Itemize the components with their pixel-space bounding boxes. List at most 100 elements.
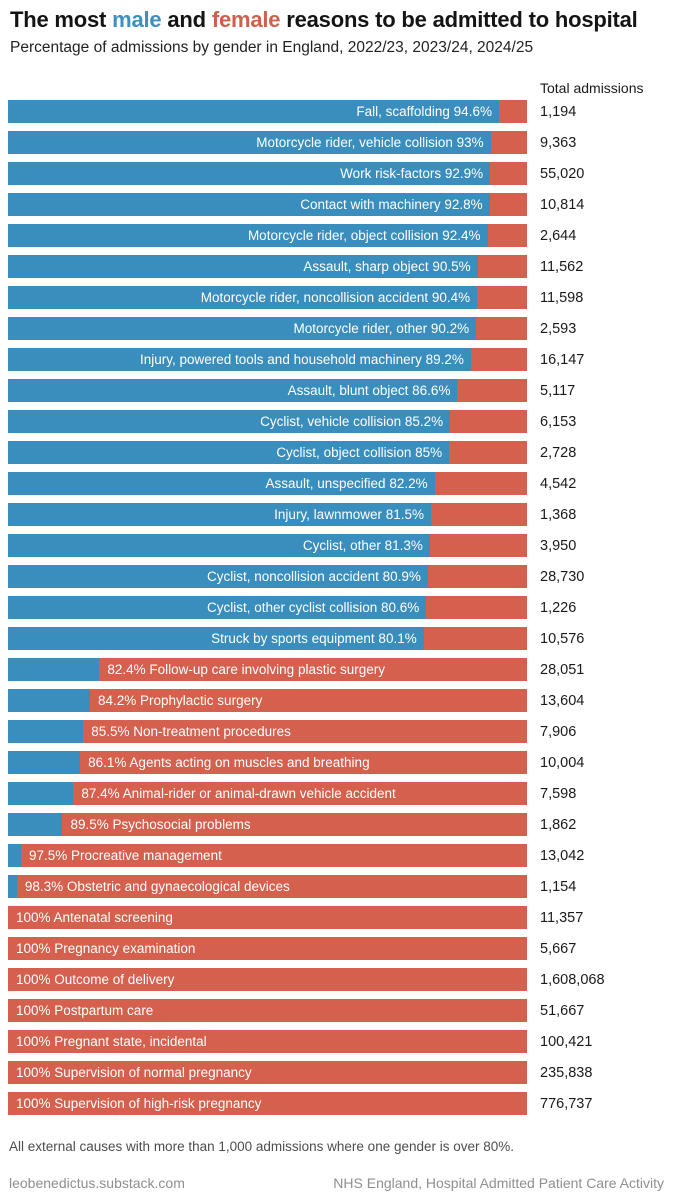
total-admissions-value: 2,728 xyxy=(540,444,577,461)
bar-label: 100% Supervision of high-risk pregnancy xyxy=(16,1096,262,1111)
stacked-bar: 84.2% Prophylactic surgery xyxy=(8,689,527,712)
bar-label: Motorcycle rider, noncollision accident … xyxy=(200,290,471,305)
bar-label: Injury, powered tools and household mach… xyxy=(139,352,464,367)
bar-label: Motorcycle rider, other 90.2% xyxy=(293,321,470,336)
title-post: reasons to be admitted to hospital xyxy=(280,7,638,32)
bar-row: Motorcycle rider, other 90.2% 2,593 xyxy=(8,317,665,340)
title-mid: and xyxy=(161,7,212,32)
bar-row: Motorcycle rider, vehicle collision 93% 9… xyxy=(8,131,665,154)
bar-row: Injury, powered tools and household mach… xyxy=(8,348,665,371)
total-admissions-value: 13,042 xyxy=(540,847,585,864)
female-segment: 98.3% Obstetric and gynaecological devic… xyxy=(16,875,527,898)
author-credit: leobenedictus.substack.com xyxy=(9,1175,185,1191)
female-segment xyxy=(477,286,527,309)
male-segment: Cyclist, vehicle collision 85.2% xyxy=(8,410,451,433)
stacked-bar: Assault, sharp object 90.5% xyxy=(8,255,527,278)
bar-label: 100% Postpartum care xyxy=(16,1003,154,1018)
male-segment: Contact with machinery 92.8% xyxy=(8,193,490,216)
female-segment xyxy=(430,503,527,526)
female-segment xyxy=(476,317,527,340)
female-segment: 84.2% Prophylactic surgery xyxy=(90,689,527,712)
bar-row: Motorcycle rider, object collision 92.4%… xyxy=(8,224,665,247)
total-admissions-value: 7,598 xyxy=(540,785,577,802)
chart-subtitle: Percentage of admissions by gender in En… xyxy=(10,39,534,56)
bar-row: 100% Pregnant state, incidental 100,421 xyxy=(8,1030,665,1053)
male-segment: Assault, unspecified 82.2% xyxy=(8,472,435,495)
stacked-bar: Injury, lawnmower 81.5% xyxy=(8,503,527,526)
male-segment: Cyclist, object collision 85% xyxy=(8,441,450,464)
male-segment: Fall, scaffolding 94.6% xyxy=(8,100,499,123)
stacked-bar: 100% Postpartum care xyxy=(8,999,527,1022)
bar-label: Motorcycle rider, vehicle collision 93% xyxy=(256,135,484,150)
bar-row: Contact with machinery 92.8% 10,814 xyxy=(8,193,665,216)
stacked-bar: Injury, powered tools and household mach… xyxy=(8,348,527,371)
bar-row: Work risk-factors 92.9% 55,020 xyxy=(8,162,665,185)
total-admissions-value: 10,814 xyxy=(540,196,585,213)
female-segment: 85.5% Non-treatment procedures xyxy=(83,720,527,743)
stacked-bar: 100% Supervision of normal pregnancy xyxy=(8,1061,527,1084)
bar-label: 98.3% Obstetric and gynaecological devic… xyxy=(24,879,290,894)
bar-label: Cyclist, other 81.3% xyxy=(302,538,423,553)
credits-row: leobenedictus.substack.com NHS England, … xyxy=(9,1175,664,1191)
bar-row: 84.2% Prophylactic surgery 13,604 xyxy=(8,689,665,712)
female-segment xyxy=(423,627,527,650)
stacked-bar: 100% Outcome of delivery xyxy=(8,968,527,991)
female-segment xyxy=(426,596,527,619)
stacked-bar: Motorcycle rider, object collision 92.4% xyxy=(8,224,527,247)
bar-row: 86.1% Agents acting on muscles and breat… xyxy=(8,751,665,774)
total-admissions-value: 10,576 xyxy=(540,630,585,647)
bar-label: 85.5% Non-treatment procedures xyxy=(91,724,291,739)
female-segment: 97.5% Procreative management xyxy=(20,844,527,867)
female-segment: 100% Pregnant state, incidental xyxy=(8,1030,527,1053)
bar-label: 84.2% Prophylactic surgery xyxy=(98,693,263,708)
total-admissions-value: 1,226 xyxy=(540,599,577,616)
bar-row: Injury, lawnmower 81.5% 1,368 xyxy=(8,503,665,526)
total-admissions-value: 13,604 xyxy=(540,692,585,709)
stacked-bar: Motorcycle rider, vehicle collision 93% xyxy=(8,131,527,154)
female-segment: 100% Supervision of normal pregnancy xyxy=(8,1061,527,1084)
bar-row: 100% Pregnancy examination 5,667 xyxy=(8,937,665,960)
stacked-bar: 100% Antenatal screening xyxy=(8,906,527,929)
bar-label: 100% Antenatal screening xyxy=(16,910,173,925)
male-segment xyxy=(8,751,81,774)
total-admissions-value: 3,950 xyxy=(540,537,577,554)
stacked-bar: Motorcycle rider, other 90.2% xyxy=(8,317,527,340)
bar-row: 85.5% Non-treatment procedures 7,906 xyxy=(8,720,665,743)
male-segment: Injury, lawnmower 81.5% xyxy=(8,503,431,526)
total-admissions-value: 1,608,068 xyxy=(540,971,605,988)
bar-label: Struck by sports equipment 80.1% xyxy=(211,631,417,646)
total-admissions-value: 1,368 xyxy=(540,506,577,523)
total-admissions-value: 5,667 xyxy=(540,940,577,957)
female-segment xyxy=(449,441,527,464)
total-admissions-value: 28,051 xyxy=(540,661,585,678)
stacked-bar: Fall, scaffolding 94.6% xyxy=(8,100,527,123)
female-segment xyxy=(434,472,527,495)
stacked-bar: 100% Pregnancy examination xyxy=(8,937,527,960)
female-segment: 86.1% Agents acting on muscles and breat… xyxy=(80,751,527,774)
male-segment: Struck by sports equipment 80.1% xyxy=(8,627,424,650)
bar-label: 100% Pregnant state, incidental xyxy=(16,1034,207,1049)
bar-chart: Fall, scaffolding 94.6% 1,194 Motorcycle r… xyxy=(8,100,665,1123)
bar-label: Motorcycle rider, object collision 92.4% xyxy=(247,228,481,243)
title-male-word: male xyxy=(112,7,162,32)
stacked-bar: 100% Supervision of high-risk pregnancy xyxy=(8,1092,527,1115)
female-segment xyxy=(470,348,527,371)
female-segment xyxy=(427,565,527,588)
female-segment xyxy=(498,100,527,123)
total-admissions-value: 55,020 xyxy=(540,165,585,182)
bar-label: 82.4% Follow-up care involving plastic s… xyxy=(107,662,385,677)
bar-row: 100% Postpartum care 51,667 xyxy=(8,999,665,1022)
male-segment xyxy=(8,875,17,898)
male-segment: Motorcycle rider, object collision 92.4% xyxy=(8,224,488,247)
total-admissions-value: 10,004 xyxy=(540,754,585,771)
total-admissions-value: 11,562 xyxy=(540,258,584,275)
male-segment: Motorcycle rider, vehicle collision 93% xyxy=(8,131,491,154)
total-admissions-value: 100,421 xyxy=(540,1033,593,1050)
male-segment xyxy=(8,782,74,805)
bar-row: 100% Supervision of high-risk pregnancy 7… xyxy=(8,1092,665,1115)
total-admissions-value: 235,838 xyxy=(540,1064,593,1081)
male-segment: Cyclist, other cyclist collision 80.6% xyxy=(8,596,427,619)
total-admissions-column-header: Total admissions xyxy=(540,80,644,96)
total-admissions-value: 776,737 xyxy=(540,1095,593,1112)
stacked-bar: 100% Pregnant state, incidental xyxy=(8,1030,527,1053)
